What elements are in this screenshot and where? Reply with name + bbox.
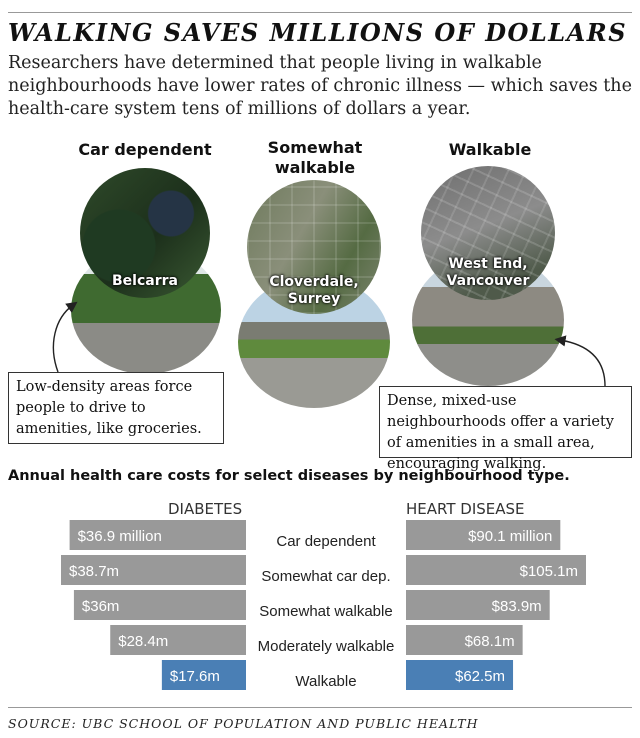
page-subtitle: Researchers have determined that people … (8, 53, 632, 119)
category-somewhat-car-dep: Somewhat car dep. (261, 568, 390, 585)
bar-diabetes-walkable (161, 660, 246, 690)
bottom-rule (8, 707, 632, 708)
bar-heart-disease-moderately-walkable (406, 625, 523, 655)
place-belcarra: Belcarra (112, 273, 178, 289)
bar-diabetes-moderately-walkable (110, 625, 246, 655)
photo-aerial-somewhat-walkable (247, 180, 381, 314)
heading-car-dependent: Car dependent (78, 140, 212, 159)
label-diabetes-car-dependent: $36.9 million (78, 528, 162, 545)
category-car-dependent: Car dependent (276, 533, 376, 550)
bar-diabetes-somewhat-walkable (73, 590, 246, 620)
photo-aerial-walkable (421, 166, 555, 300)
heading-walkable: Walkable (448, 140, 532, 159)
label-heart-disease-car-dependent: $90.1 million (468, 528, 552, 545)
bar-diabetes-car-dependent (69, 520, 247, 550)
label-diabetes-moderately-walkable: $28.4m (118, 633, 168, 650)
label-diabetes-somewhat-car-dep: $38.7m (69, 563, 119, 580)
category-somewhat-walkable: Somewhat walkable (259, 603, 392, 620)
place-west-end: West End, Vancouver (446, 256, 530, 289)
label-diabetes-walkable: $17.6m (170, 668, 220, 685)
callout-dense-mixed-use: Dense, mixed-use neighbourhoods offer a … (379, 386, 632, 472)
label-heart-disease-somewhat-walkable: $83.9m (492, 598, 542, 615)
bar-diabetes-somewhat-car-dep (61, 555, 246, 585)
page-title: WALKING SAVES MILLIONS OF DOLLARS (8, 18, 628, 47)
label-heart-disease-somewhat-car-dep: $105.1m (520, 563, 578, 580)
top-rule (8, 12, 632, 13)
photo-aerial-car-dependent (80, 168, 210, 298)
heading-somewhat-walkable: Somewhat walkable (267, 138, 363, 177)
label-heart-disease-moderately-walkable: $68.1m (465, 633, 515, 650)
series-label-heart-disease: HEART DISEASE (406, 500, 525, 518)
bar-heart-disease-car-dependent (406, 520, 561, 550)
callout-low-density: Low-density areas force people to drive … (8, 372, 224, 444)
bar-heart-disease-somewhat-car-dep (406, 555, 586, 585)
chart-title: Annual health care costs for select dise… (8, 468, 570, 484)
bar-heart-disease-walkable (406, 660, 514, 690)
bar-heart-disease-somewhat-walkable (406, 590, 550, 620)
category-walkable: Walkable (295, 673, 356, 690)
source-credit: SOURCE: UBC SCHOOL OF POPULATION AND PUB… (8, 716, 479, 731)
label-diabetes-somewhat-walkable: $36m (82, 598, 120, 615)
label-heart-disease-walkable: $62.5m (455, 668, 505, 685)
place-cloverdale: Cloverdale, Surrey (269, 274, 359, 307)
category-moderately-walkable: Moderately walkable (258, 638, 395, 655)
series-label-diabetes: DIABETES (168, 500, 243, 518)
